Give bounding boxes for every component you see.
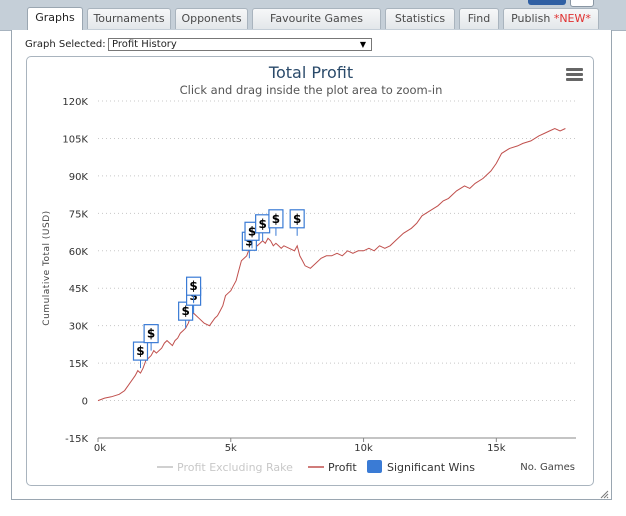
dropdown-arrow-icon: ▼ bbox=[359, 40, 366, 49]
graph-select-value: Profit History bbox=[112, 39, 177, 50]
tab-opponents[interactable]: Opponents bbox=[175, 8, 248, 29]
chart-menu-icon[interactable] bbox=[566, 68, 584, 82]
new-badge: *NEW* bbox=[553, 12, 591, 25]
tab-publish[interactable]: Publish *NEW* bbox=[503, 8, 599, 29]
resize-grip-icon[interactable] bbox=[600, 490, 609, 499]
graph-select-dropdown[interactable]: Profit History ▼ bbox=[108, 38, 372, 51]
tab-favourite-games[interactable]: Favourite Games bbox=[252, 8, 381, 29]
graph-select-label: Graph Selected: bbox=[25, 39, 106, 50]
tab-tournaments[interactable]: Tournaments bbox=[87, 8, 171, 29]
tab-find[interactable]: Find bbox=[459, 8, 499, 29]
chart-frame bbox=[26, 56, 594, 486]
tab-statistics[interactable]: Statistics bbox=[385, 8, 455, 29]
corner-button-secondary[interactable] bbox=[570, 0, 594, 7]
tab-graphs[interactable]: Graphs bbox=[27, 7, 83, 30]
corner-button[interactable] bbox=[528, 0, 566, 5]
